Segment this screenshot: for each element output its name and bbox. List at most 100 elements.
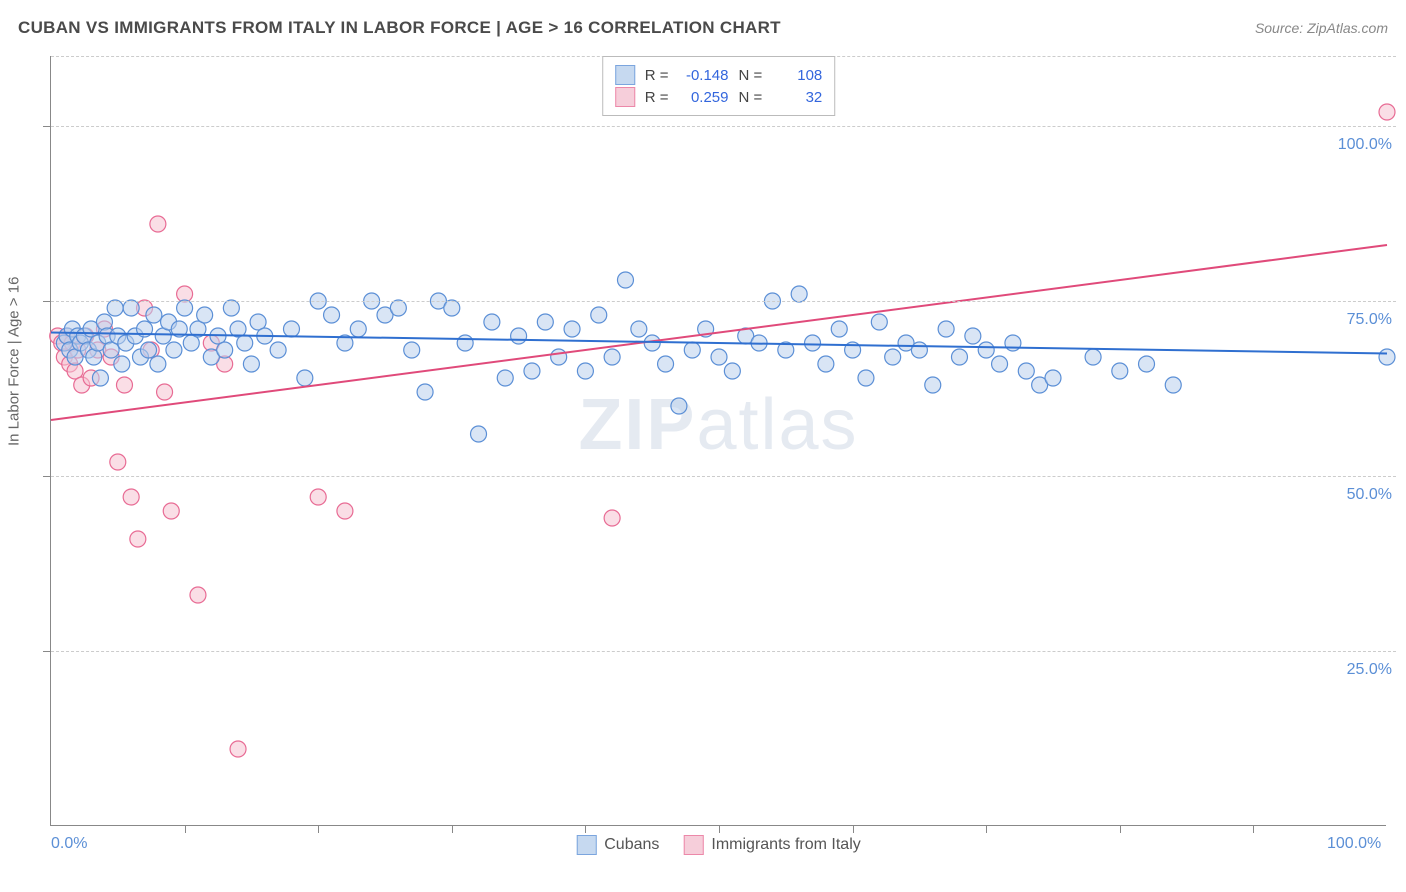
scatter-point xyxy=(858,370,874,386)
legend-n-label: N = xyxy=(739,67,763,84)
scatter-point xyxy=(551,349,567,365)
scatter-point xyxy=(871,314,887,330)
scatter-point xyxy=(243,356,259,372)
scatter-point xyxy=(724,363,740,379)
y-tick xyxy=(43,126,51,127)
scatter-point xyxy=(197,307,213,323)
scatter-point xyxy=(1085,349,1101,365)
x-tick xyxy=(986,825,987,833)
source-label: Source: ZipAtlas.com xyxy=(1255,20,1388,36)
scatter-point xyxy=(110,454,126,470)
scatter-point xyxy=(1112,363,1128,379)
scatter-point xyxy=(992,356,1008,372)
legend-r-label: R = xyxy=(645,89,669,106)
x-tick xyxy=(1253,825,1254,833)
scatter-point xyxy=(146,307,162,323)
scatter-point xyxy=(230,741,246,757)
scatter-point xyxy=(537,314,553,330)
scatter-point xyxy=(150,216,166,232)
scatter-point xyxy=(141,342,157,358)
scatter-point xyxy=(157,384,173,400)
gridline-h xyxy=(51,301,1396,302)
gridline-h xyxy=(51,651,1396,652)
y-axis-label: In Labor Force | Age > 16 xyxy=(6,277,23,446)
scatter-point xyxy=(190,587,206,603)
y-tick-label: 100.0% xyxy=(1334,136,1396,154)
y-tick-label: 75.0% xyxy=(1343,311,1396,329)
scatter-point xyxy=(658,356,674,372)
legend-swatch xyxy=(615,65,635,85)
scatter-point xyxy=(1139,356,1155,372)
scatter-point xyxy=(444,300,460,316)
scatter-point xyxy=(577,363,593,379)
y-tick-label: 25.0% xyxy=(1343,661,1396,679)
scatter-point xyxy=(1045,370,1061,386)
scatter-point xyxy=(818,356,834,372)
x-tick xyxy=(719,825,720,833)
legend-n-label: N = xyxy=(739,89,763,106)
legend-n-value: 32 xyxy=(772,89,822,106)
scatter-point xyxy=(484,314,500,330)
scatter-point xyxy=(951,349,967,365)
legend-series-item: Cubans xyxy=(576,835,659,855)
scatter-point xyxy=(591,307,607,323)
chart-svg xyxy=(51,56,1386,825)
scatter-point xyxy=(404,342,420,358)
scatter-point xyxy=(310,489,326,505)
legend-row: R =0.259N =32 xyxy=(615,87,823,107)
scatter-point xyxy=(711,349,727,365)
scatter-point xyxy=(166,342,182,358)
scatter-point xyxy=(1379,349,1395,365)
x-tick xyxy=(853,825,854,833)
scatter-point xyxy=(604,510,620,526)
scatter-point xyxy=(791,286,807,302)
scatter-point xyxy=(350,321,366,337)
scatter-point xyxy=(123,489,139,505)
scatter-point xyxy=(805,335,821,351)
scatter-point xyxy=(390,300,406,316)
scatter-point xyxy=(911,342,927,358)
scatter-point xyxy=(684,342,700,358)
scatter-point xyxy=(116,377,132,393)
scatter-point xyxy=(497,370,513,386)
scatter-point xyxy=(831,321,847,337)
gridline-h xyxy=(51,476,1396,477)
scatter-point xyxy=(92,370,108,386)
y-tick-label: 50.0% xyxy=(1343,486,1396,504)
title-bar: CUBAN VS IMMIGRANTS FROM ITALY IN LABOR … xyxy=(18,18,1388,38)
legend-swatch xyxy=(683,835,703,855)
y-tick xyxy=(43,651,51,652)
scatter-point xyxy=(337,503,353,519)
scatter-point xyxy=(1379,104,1395,120)
scatter-point xyxy=(324,307,340,323)
trend-line xyxy=(51,245,1387,420)
legend-r-value: -0.148 xyxy=(679,67,729,84)
scatter-point xyxy=(524,363,540,379)
scatter-point xyxy=(114,356,130,372)
x-tick xyxy=(185,825,186,833)
scatter-point xyxy=(511,328,527,344)
x-tick-label: 100.0% xyxy=(1327,835,1381,853)
legend-series-item: Immigrants from Italy xyxy=(683,835,860,855)
legend-swatch xyxy=(615,87,635,107)
legend-r-label: R = xyxy=(645,67,669,84)
scatter-point xyxy=(217,342,233,358)
y-tick xyxy=(43,476,51,477)
scatter-point xyxy=(471,426,487,442)
scatter-point xyxy=(150,356,166,372)
scatter-point xyxy=(604,349,620,365)
scatter-point xyxy=(938,321,954,337)
scatter-point xyxy=(107,300,123,316)
y-tick xyxy=(43,301,51,302)
scatter-point xyxy=(1165,377,1181,393)
scatter-point xyxy=(130,531,146,547)
legend-n-value: 108 xyxy=(772,67,822,84)
scatter-point xyxy=(297,370,313,386)
scatter-point xyxy=(163,503,179,519)
chart-title: CUBAN VS IMMIGRANTS FROM ITALY IN LABOR … xyxy=(18,18,781,38)
x-tick xyxy=(1120,825,1121,833)
legend-series-name: Immigrants from Italy xyxy=(711,836,860,854)
scatter-point xyxy=(457,335,473,351)
scatter-point xyxy=(96,314,112,330)
gridline-h xyxy=(51,126,1396,127)
